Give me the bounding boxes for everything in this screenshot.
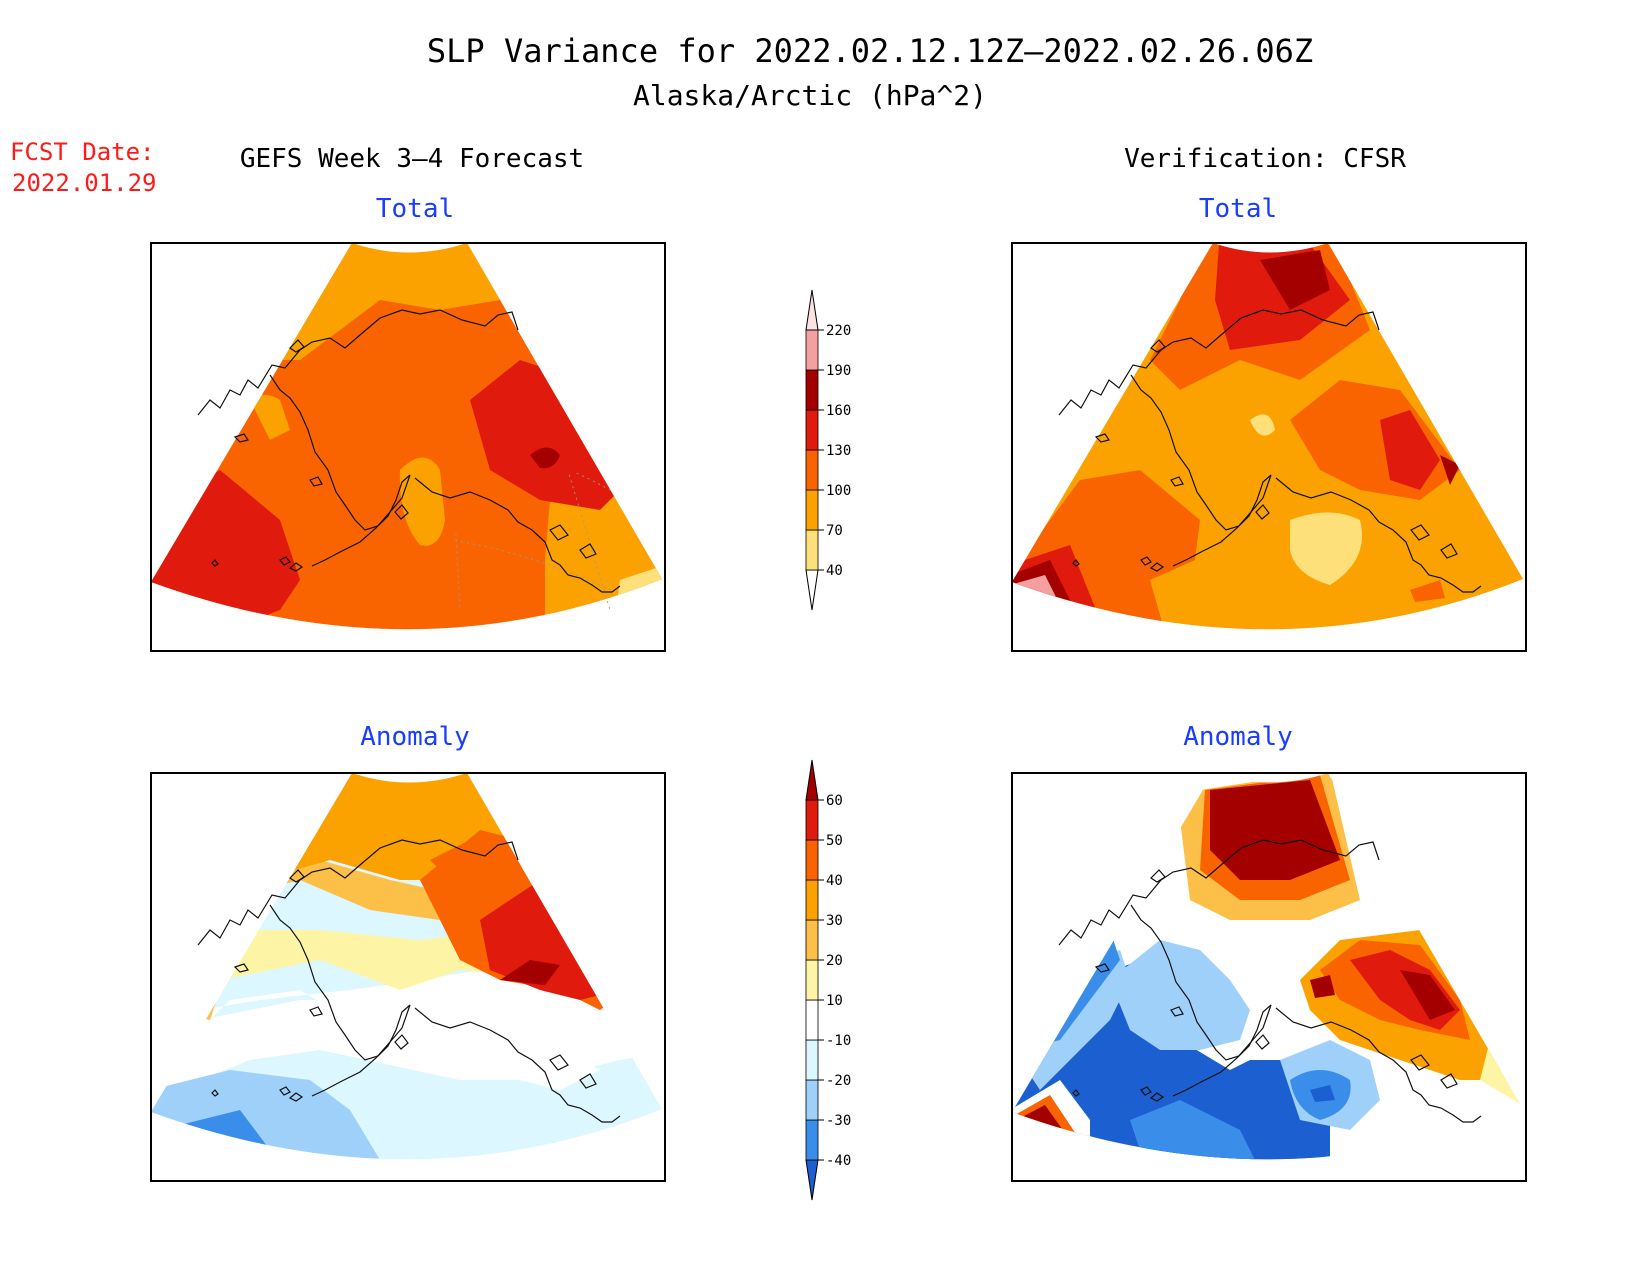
map-frame [150, 242, 666, 652]
figure-title: SLP Variance for 2022.02.12.12Z–2022.02.… [427, 32, 1313, 70]
map-frame [1011, 772, 1527, 1182]
map-panel-fcst-total [150, 242, 666, 652]
colorbar-swatch [805, 329, 819, 371]
panel-label-fcst-anom: Anomaly [360, 722, 470, 752]
fcst-date-value: 2022.01.29 [12, 169, 157, 197]
colorbar-tick-label: 50 [826, 833, 843, 849]
colorbar-tick-label: 160 [826, 403, 851, 419]
colorbar-tick-label: -30 [826, 1113, 851, 1129]
column-title-right: Verification: CFSR [1124, 144, 1406, 174]
colorbar-tick-label: 190 [826, 363, 851, 379]
colorbar-swatch [805, 529, 819, 571]
colorbar-tick-label: 30 [826, 913, 843, 929]
colorbar-tick-label: -10 [826, 1033, 851, 1049]
map-frame [150, 772, 666, 1182]
colorbar-swatch [805, 489, 819, 531]
panel-label-fcst-total: Total [376, 194, 454, 224]
colorbar-swatch [805, 839, 819, 881]
colorbar-tick-label: 70 [826, 523, 843, 539]
colorbar-swatch [805, 1039, 819, 1081]
panel-label-verif-total: Total [1199, 194, 1277, 224]
colorbar-tick-label: 10 [826, 993, 843, 1009]
colorbar-swatch [805, 959, 819, 1001]
colorbar-swatch [805, 1119, 819, 1161]
colorbar-swatch [805, 409, 819, 451]
map-frame [1011, 242, 1527, 652]
column-title-left: GEFS Week 3–4 Forecast [240, 144, 584, 174]
map-panel-fcst-anom [150, 772, 666, 1182]
colorbar-tick-label: 40 [826, 563, 843, 579]
map-panel-verif-total [1011, 242, 1527, 652]
colorbar-total: 40 70 100 130 160 190 220 [805, 289, 851, 611]
figure-subtitle: Alaska/Arctic (hPa^2) [633, 79, 987, 112]
colorbar-tick-label: 100 [826, 483, 851, 499]
colorbar-swatch [805, 369, 819, 411]
colorbar-swatch [805, 999, 819, 1041]
colorbar-swatch [805, 449, 819, 491]
colorbar-tick-label: 130 [826, 443, 851, 459]
colorbar-anomaly: -40 -30 -20 -10 10 20 30 40 50 60 [805, 759, 851, 1201]
colorbar-tick-label: 60 [826, 793, 843, 809]
map-panel-verif-anom [1011, 772, 1527, 1182]
fcst-date-label: FCST Date: [10, 138, 155, 166]
colorbar-end-high [805, 289, 819, 331]
colorbar-tick-label: 220 [826, 323, 851, 339]
colorbar-tick-label: -20 [826, 1073, 851, 1089]
colorbar-end-low [805, 1159, 819, 1201]
colorbar-swatch [805, 919, 819, 961]
colorbar-end-low [805, 569, 819, 611]
colorbar-tick-label: -40 [826, 1153, 851, 1169]
colorbar-swatch [805, 799, 819, 841]
colorbar-swatch [805, 1079, 819, 1121]
colorbar-swatch [805, 879, 819, 921]
colorbar-tick-label: 20 [826, 953, 843, 969]
colorbar-tick-label: 40 [826, 873, 843, 889]
colorbar-end-high [805, 759, 819, 801]
panel-label-verif-anom: Anomaly [1183, 722, 1293, 752]
